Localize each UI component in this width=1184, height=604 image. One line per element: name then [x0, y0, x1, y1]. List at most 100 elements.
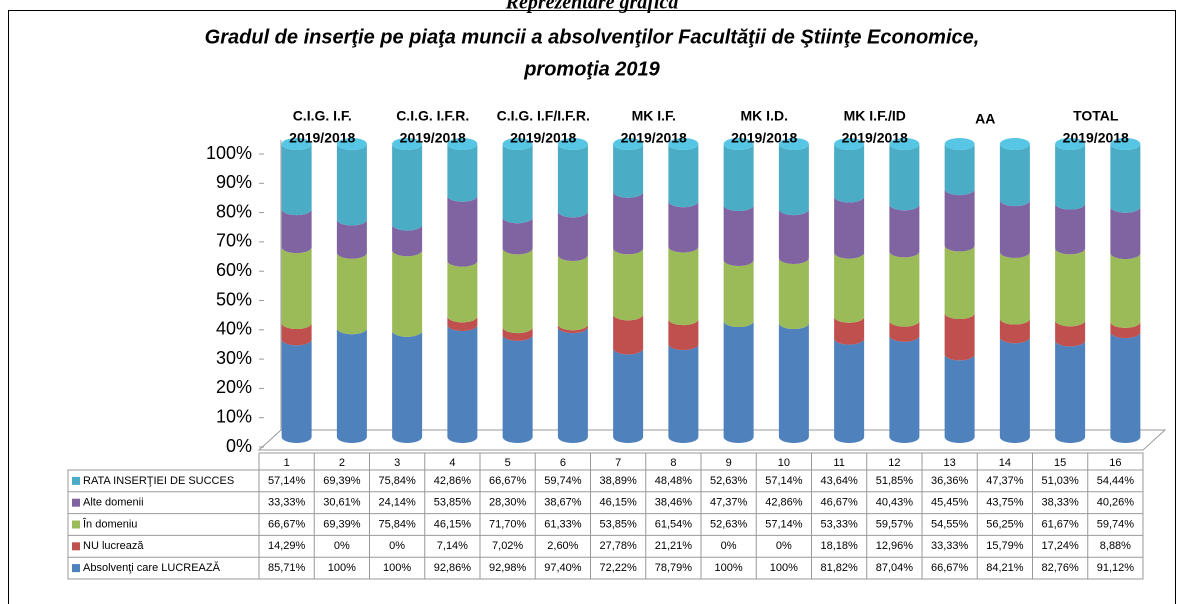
- cylinder-segment: [668, 319, 699, 351]
- data-label: 61,67%: [1041, 518, 1079, 530]
- y-tick-label: 40%: [216, 319, 252, 339]
- cylinder-segment: [281, 339, 312, 443]
- group-label: 2019/2018: [400, 130, 466, 146]
- cylinder-segment: [834, 252, 865, 323]
- cylinder-segment: [336, 252, 367, 335]
- cylinder-segment: [999, 200, 1030, 258]
- data-label: 87,04%: [876, 562, 914, 574]
- data-label: 59,57%: [876, 518, 914, 530]
- data-label: 18,18%: [820, 540, 858, 552]
- cylinder-segment: [392, 330, 423, 443]
- group-label: 2019/2018: [1063, 130, 1129, 146]
- data-label: 38,89%: [599, 475, 637, 487]
- x-tick-label: 12: [888, 457, 900, 469]
- legend-key: [72, 542, 80, 551]
- data-label: 48,48%: [655, 475, 693, 487]
- x-tick-label: 1: [284, 457, 290, 469]
- cylinder-segment: [447, 324, 478, 443]
- cylinder-segment: [834, 338, 865, 443]
- x-tick-label: 13: [944, 457, 956, 469]
- cylinder-segment: [944, 245, 975, 320]
- cylinder-top: [778, 138, 809, 150]
- cylinder-segment: [447, 316, 478, 331]
- data-label: 47,37%: [986, 475, 1024, 487]
- cylinder-top: [668, 138, 699, 150]
- cylinder-segment: [778, 257, 809, 330]
- data-label: 100%: [770, 562, 798, 574]
- cylinder-segment: [1110, 321, 1141, 339]
- cylinder-segment: [778, 323, 809, 443]
- x-tick-label: 8: [670, 457, 676, 469]
- data-label: 15,79%: [986, 540, 1024, 552]
- group-label: C.I.G. I.F.R.: [396, 108, 469, 124]
- data-label: 42,86%: [434, 475, 472, 487]
- data-label: 17,24%: [1041, 540, 1079, 552]
- chart-title: promoţia 2019: [523, 58, 660, 80]
- cylinder-top: [557, 138, 588, 150]
- cylinder-segment: [502, 327, 533, 341]
- cylinder-top: [1110, 138, 1141, 150]
- data-label: 66,67%: [931, 562, 969, 574]
- data-label: 84,21%: [986, 562, 1024, 574]
- x-tick-label: 10: [778, 457, 790, 469]
- data-label: 51,85%: [876, 475, 914, 487]
- cylinder-segment: [336, 219, 367, 259]
- cylinder-segment: [668, 144, 699, 208]
- data-label: 57,14%: [765, 518, 803, 530]
- legend-label: NU lucrează: [83, 540, 144, 552]
- chart-title: Gradul de inserţie pe piaţa muncii a abs…: [205, 26, 980, 48]
- data-label: 57,14%: [765, 475, 803, 487]
- data-label: 53,85%: [599, 518, 637, 530]
- cylinder-segment: [447, 260, 478, 323]
- data-label: 82,76%: [1041, 562, 1079, 574]
- group-label: 2019/2018: [731, 130, 797, 146]
- group-label: 2019/2018: [621, 130, 687, 146]
- data-label: 36,36%: [931, 475, 969, 487]
- cylinder-segment: [668, 344, 699, 443]
- legend-label: În domeniu: [82, 517, 137, 530]
- cylinder-segment: [281, 247, 312, 330]
- data-label: 43,64%: [820, 475, 858, 487]
- cylinder-segment: [336, 328, 367, 443]
- cylinder-segment: [613, 144, 644, 198]
- y-tick-label: 90%: [216, 172, 252, 192]
- cylinder-top: [281, 138, 312, 150]
- cylinder-segment: [613, 191, 644, 255]
- data-label: 75,84%: [378, 475, 416, 487]
- data-label: 46,67%: [820, 497, 858, 509]
- data-label: 100%: [715, 562, 743, 574]
- cylinder-top: [889, 138, 920, 150]
- data-label: 54,44%: [1097, 475, 1135, 487]
- cylinder-segment: [668, 201, 699, 253]
- data-label: 59,74%: [1097, 518, 1135, 530]
- cylinder-segment: [392, 224, 423, 257]
- cylinder-segment: [1055, 320, 1086, 347]
- data-label: 33,33%: [931, 540, 969, 552]
- cylinder-segment: [392, 250, 423, 337]
- y-tick-label: 80%: [216, 201, 252, 221]
- cylinder-segment: [281, 209, 312, 254]
- cylinder-segment: [999, 318, 1030, 344]
- cylinder-segment: [392, 144, 423, 231]
- data-label: 38,33%: [1041, 497, 1079, 509]
- cylinder-top: [502, 138, 533, 150]
- cylinder-top: [944, 138, 975, 150]
- cylinder-segment: [557, 255, 588, 331]
- y-tick-label: 10%: [216, 406, 252, 426]
- cylinder-top: [336, 138, 367, 150]
- cylinder-segment: [1110, 206, 1141, 260]
- data-label: 0%: [776, 540, 792, 552]
- data-label: 7,14%: [437, 540, 468, 552]
- cylinder-segment: [557, 324, 588, 334]
- data-label: 54,55%: [931, 518, 969, 530]
- data-label: 0%: [721, 540, 737, 552]
- cylinder-segment: [1055, 144, 1086, 210]
- cylinder-segment: [1110, 253, 1141, 328]
- cylinder-top: [447, 138, 478, 150]
- x-tick-label: 9: [726, 457, 732, 469]
- group-label: MK I.D.: [741, 108, 788, 124]
- cylinder-segment: [889, 335, 920, 443]
- data-label: 21,21%: [655, 540, 693, 552]
- x-tick-label: 7: [615, 457, 621, 469]
- data-label: 0%: [389, 540, 405, 552]
